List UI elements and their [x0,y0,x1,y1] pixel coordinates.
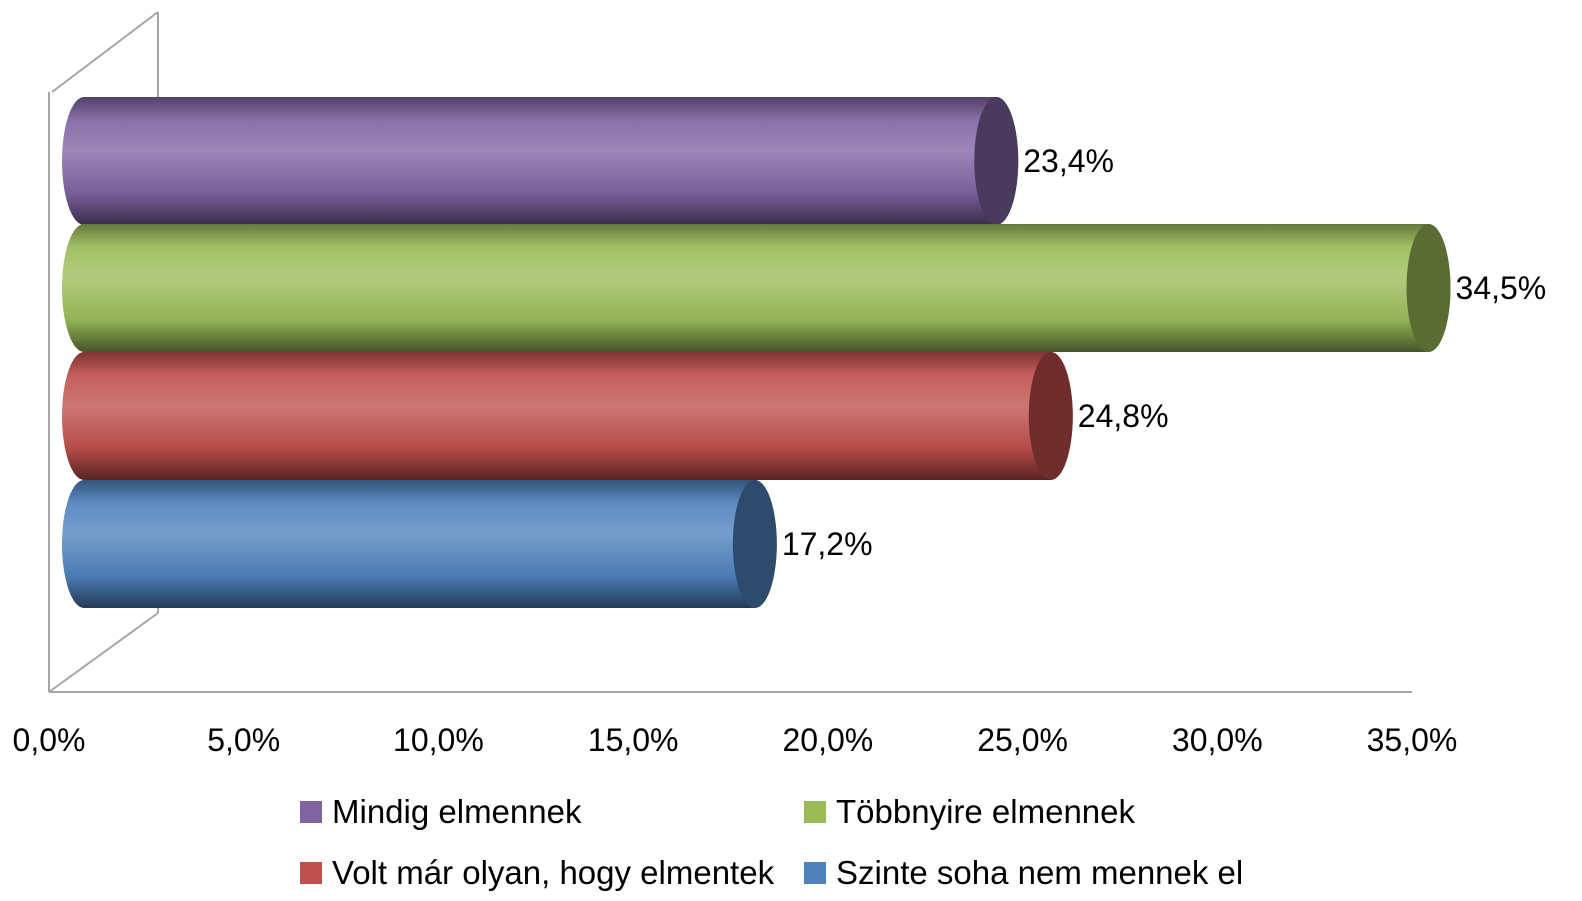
floor-depth-edge [48,612,159,693]
x-tick-label: 0,0% [13,722,86,758]
legend-item-volt-mar: Volt már olyan, hogy elmentek [300,851,774,895]
bar-end-cap [1028,352,1073,480]
bar-4 [62,480,777,608]
legend-swatch [300,862,322,884]
bar-body [62,97,1019,225]
x-tick-label: 10,0% [393,722,484,758]
x-tick-label: 5,0% [207,722,280,758]
bar-1 [62,97,1019,225]
x-tick-label: 15,0% [588,722,679,758]
x-axis-tick-labels: 0,0% 5,0% 10,0% 15,0% 20,0% 25,0% 30,0% 35,0% [13,722,1458,758]
back-wall-top-edge [51,11,159,93]
x-tick-label: 35,0% [1367,722,1458,758]
data-label: 23,4% [1023,143,1114,179]
bar-2 [62,224,1451,352]
legend-swatch [804,862,826,884]
bar-end-cap [1406,224,1451,352]
x-tick-label: 25,0% [977,722,1068,758]
bars-group: 23,4% 34,5% 24,8% 17,2% [62,97,1546,608]
bar-body [62,352,1073,480]
legend-label: Volt már olyan, hogy elmentek [332,854,775,891]
data-label: 17,2% [782,526,873,562]
x-tick-label: 20,0% [782,722,873,758]
bar-3 [62,352,1073,480]
bar-body [62,224,1451,352]
bar-end-cap [974,97,1019,225]
legend-item-tobbnyire: Többnyire elmennek [804,790,1135,834]
legend-label: Többnyire elmennek [836,793,1135,830]
bar-body [62,480,777,608]
legend-item-mindig: Mindig elmennek [300,790,581,834]
legend-swatch [300,801,322,823]
legend-label: Szinte soha nem mennek el [836,854,1244,891]
legend: Mindig elmennek Többnyire elmennek Volt … [300,790,1300,901]
legend-label: Mindig elmennek [332,793,582,830]
bar-end-cap [732,480,777,608]
data-label: 24,8% [1078,398,1169,434]
legend-item-szinte-soha: Szinte soha nem mennek el [804,851,1243,895]
legend-swatch [804,801,826,823]
x-tick-label: 30,0% [1172,722,1263,758]
data-label: 34,5% [1456,270,1547,306]
